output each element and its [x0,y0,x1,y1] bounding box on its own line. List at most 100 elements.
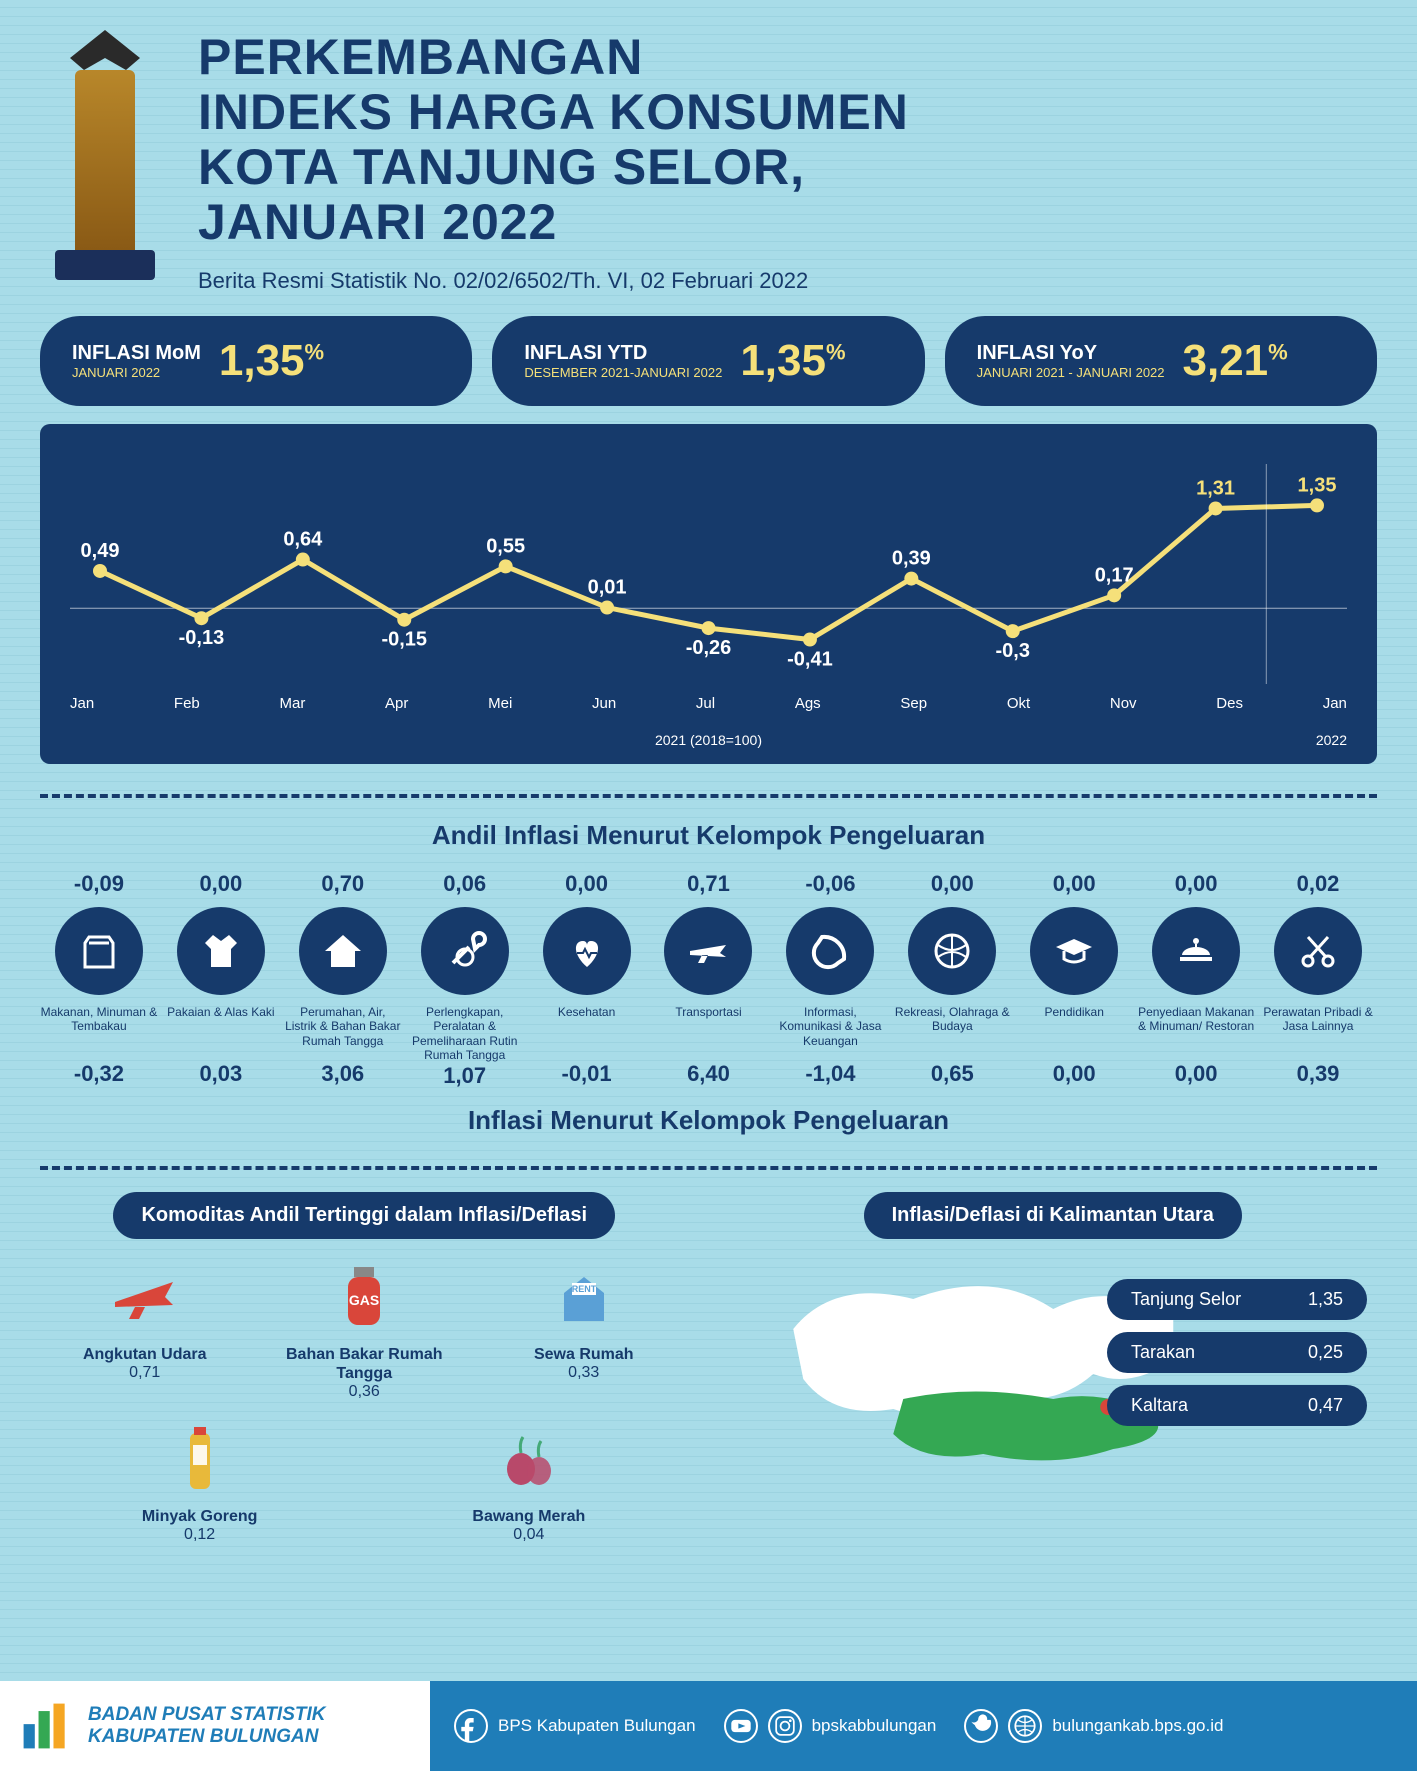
footer-socials: BPS Kabupaten Bulungan bpskabbulungan bulu… [430,1681,1417,1771]
stat-pill: INFLASI YoYJANUARI 2021 - JANUARI 2022 3… [945,316,1377,406]
chart-month-labels: JanFebMarAprMeiJunJulAgsSepOktNovDesJan [70,695,1347,712]
header: PERKEMBANGAN INDEKS HARGA KONSUMEN KOTA … [40,30,1377,294]
page: PERKEMBANGAN INDEKS HARGA KONSUMEN KOTA … [0,0,1417,1771]
svg-text:-0,15: -0,15 [381,629,427,651]
region-map: Tanjung Selor1,35Tarakan0,25Kaltara0,47 [729,1239,1378,1499]
svg-text:-0,3: -0,3 [996,640,1030,662]
category-label: Perlengkapan, Peralatan & Pemeliharaan R… [406,1005,524,1063]
category-inflasi: -0,01 [562,1061,612,1087]
category-inflasi: 0,00 [1175,1061,1218,1087]
title-block: PERKEMBANGAN INDEKS HARGA KONSUMEN KOTA … [198,30,1377,294]
commodity-value: 0,12 [110,1526,290,1544]
bps-logo-icon [18,1698,74,1754]
commodity-name: Angkutan Udara [55,1345,235,1364]
chart-month: Okt [1007,695,1030,712]
page-subtitle: Berita Resmi Statistik No. 02/02/6502/Th… [198,268,1377,294]
svg-text:0,01: 0,01 [588,577,627,599]
category-andil: 0,02 [1297,871,1340,897]
social-label: bulungankab.bps.go.id [1052,1716,1223,1736]
category-andil: 0,06 [443,871,486,897]
category-icon [908,907,996,995]
category-icon [664,907,752,995]
footer: BADAN PUSAT STATISTIK KABUPATEN BULUNGAN… [0,1681,1417,1771]
region-name: Kaltara [1131,1395,1188,1416]
category-icon [1274,907,1362,995]
category-andil: 0,00 [565,871,608,897]
category-andil: -0,09 [74,871,124,897]
category-label: Perumahan, Air, Listrik & Bahan Bakar Ru… [284,1005,402,1061]
category-andil: 0,00 [1175,871,1218,897]
svg-text:0,39: 0,39 [892,548,931,570]
categories-title-bottom: Inflasi Menurut Kelompok Pengeluaran [40,1105,1377,1136]
chart-month: Jul [696,695,715,712]
category-inflasi: 0,39 [1297,1061,1340,1087]
chart-month: Mar [279,695,305,712]
svg-text:1,31: 1,31 [1196,477,1235,499]
commodity-name: Sewa Rumah [494,1345,674,1364]
stat-pills: INFLASI MoMJANUARI 2022 1,35% INFLASI YTD… [40,316,1377,406]
stat-pill: INFLASI MoMJANUARI 2022 1,35% [40,316,472,406]
globe-icon[interactable] [1008,1709,1042,1743]
social-label: bpskabbulungan [812,1716,937,1736]
page-title: PERKEMBANGAN INDEKS HARGA KONSUMEN KOTA … [198,30,1377,250]
category-inflasi: 0,03 [199,1061,242,1087]
chart-footer: 2021 (2018=100) 2022 [70,732,1347,748]
pill-value: 1,35% [740,336,845,386]
category-inflasi: 1,07 [443,1063,486,1089]
bottom-section: Komoditas Andil Tertinggi dalam Inflasi/… [40,1192,1377,1545]
chart-month: Mei [488,695,512,712]
facebook-icon[interactable] [454,1709,488,1743]
category-item: 0,00 Pakaian & Alas Kaki 0,03 [162,871,280,1089]
svg-text:0,64: 0,64 [283,529,323,551]
category-inflasi: 0,00 [1053,1061,1096,1087]
chart-month: Nov [1110,695,1137,712]
svg-text:RENT: RENT [572,1284,597,1294]
category-label: Kesehatan [558,1005,615,1061]
svg-text:0,55: 0,55 [486,535,525,557]
category-label: Rekreasi, Olahraga & Budaya [893,1005,1011,1061]
categories-title-top: Andil Inflasi Menurut Kelompok Pengeluar… [40,820,1377,851]
chart-month: Sep [900,695,927,712]
chart-footer-right: 2022 [1316,732,1347,748]
svg-text:1,35: 1,35 [1298,474,1337,496]
region-list: Tanjung Selor1,35Tarakan0,25Kaltara0,47 [1107,1279,1367,1438]
commodity-item: Angkutan Udara 0,71 [55,1257,235,1401]
category-item: 0,00 Rekreasi, Olahraga & Budaya 0,65 [893,871,1011,1089]
svg-text:-0,13: -0,13 [179,627,225,649]
category-icon [786,907,874,995]
categories-row: -0,09 Makanan, Minuman & Tembakau -0,320… [40,871,1377,1089]
category-inflasi: 0,65 [931,1061,974,1087]
category-andil: 0,00 [1053,871,1096,897]
commodity-item: GAS Bahan Bakar Rumah Tangga 0,36 [274,1257,454,1401]
commodity-icon [489,1419,569,1499]
commodity-icon: GAS [324,1257,404,1337]
category-item: 0,02 Perawatan Pribadi & Jasa Lainnya 0,… [1259,871,1377,1089]
commodity-value: 0,71 [55,1364,235,1382]
instagram-icon[interactable] [768,1709,802,1743]
divider [40,794,1377,798]
chart-month: Jan [70,695,94,712]
twitter-icon[interactable] [964,1709,998,1743]
category-label: Penyediaan Makanan & Minuman/ Restoran [1137,1005,1255,1061]
category-item: 0,00 Pendidikan 0,00 [1015,871,1133,1089]
category-item: 0,70 Perumahan, Air, Listrik & Bahan Bak… [284,871,402,1089]
chart-month: Feb [174,695,200,712]
category-icon [1152,907,1240,995]
region-title: Inflasi/Deflasi di Kalimantan Utara [864,1192,1242,1239]
pill-value: 3,21% [1183,336,1288,386]
footer-org: BADAN PUSAT STATISTIK KABUPATEN BULUNGAN [0,1681,430,1771]
category-item: 0,06 Perlengkapan, Peralatan & Pemelihar… [406,871,524,1089]
line-chart: 0,49-0,130,64-0,150,550,01-0,26-0,410,39… [40,424,1377,764]
region-item: Tanjung Selor1,35 [1107,1279,1367,1320]
pill-label: INFLASI YTDDESEMBER 2021-JANUARI 2022 [524,341,722,381]
region-name: Tanjung Selor [1131,1289,1241,1310]
pill-label: INFLASI MoMJANUARI 2022 [72,341,201,381]
category-item: 0,71 Transportasi 6,40 [650,871,768,1089]
category-label: Makanan, Minuman & Tembakau [40,1005,158,1061]
commodity-icon: RENT [544,1257,624,1337]
category-label: Pendidikan [1045,1005,1104,1061]
footer-org-line1: BADAN PUSAT STATISTIK [88,1704,326,1725]
commodity-name: Minyak Goreng [110,1507,290,1526]
social-group: BPS Kabupaten Bulungan [454,1709,696,1743]
youtube-icon[interactable] [724,1709,758,1743]
